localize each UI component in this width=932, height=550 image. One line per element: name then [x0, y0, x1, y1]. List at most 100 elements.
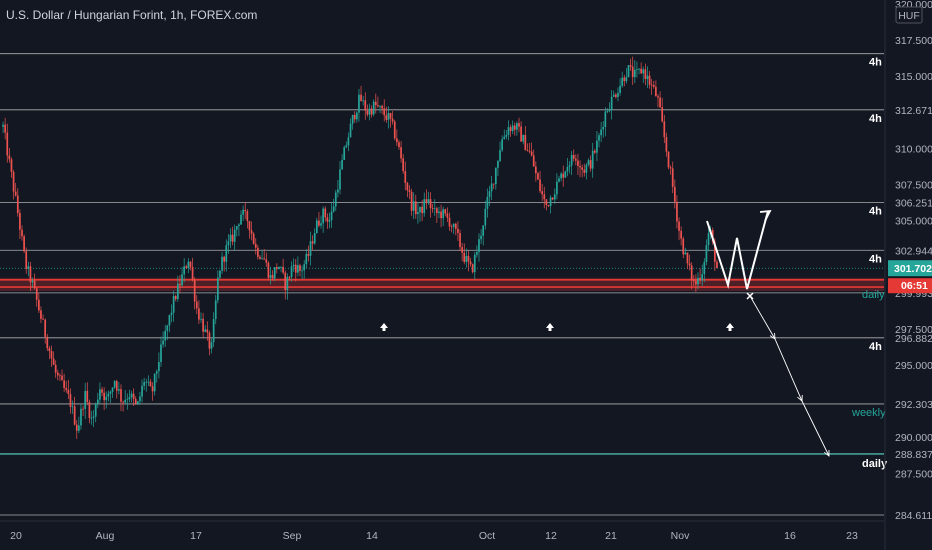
- up-arrow-marker[interactable]: [546, 323, 554, 331]
- candle-body: [705, 245, 708, 262]
- candle-body: [454, 223, 457, 229]
- candle-body: [290, 266, 293, 278]
- candle-body: [19, 212, 21, 230]
- cross-marker: [746, 292, 754, 300]
- candle-body: [427, 199, 430, 203]
- candle-body: [480, 235, 482, 240]
- candle-body: [690, 265, 693, 281]
- candle-body: [570, 155, 573, 166]
- w-pattern-drawing[interactable]: [706, 210, 769, 290]
- candle-body: [250, 230, 253, 234]
- candle-body: [242, 209, 244, 215]
- candle-body: [128, 397, 131, 400]
- candle-body: [467, 256, 470, 262]
- candle-body: [492, 183, 495, 185]
- candle-body: [402, 158, 405, 172]
- candle-body: [379, 106, 381, 107]
- candle-body: [678, 221, 680, 231]
- candle-body: [353, 114, 356, 120]
- candle-body: [139, 396, 141, 402]
- candle-body: [648, 75, 651, 85]
- candle-body: [534, 166, 537, 174]
- candle-body: [528, 150, 531, 152]
- candle-body: [252, 233, 255, 244]
- candle-body: [214, 300, 217, 320]
- level-timeframe-label: 4h: [869, 113, 882, 125]
- price-axis[interactable]: 320.000 317.500 315.000 312.671 310.000 307.5…: [884, 0, 932, 550]
- level-timeframe-label: 4h: [869, 57, 882, 69]
- candle-body: [530, 151, 533, 156]
- candle-body: [669, 167, 672, 169]
- candle-body: [516, 123, 518, 130]
- candle-body: [410, 191, 413, 211]
- candle-body: [179, 283, 181, 286]
- candle-body: [164, 330, 167, 341]
- time-tick-label: Aug: [96, 530, 115, 542]
- candle-body: [596, 140, 598, 153]
- candle-body: [615, 94, 617, 97]
- candle-body: [160, 344, 162, 363]
- candle-body: [621, 77, 624, 86]
- up-arrow-marker[interactable]: [380, 323, 388, 331]
- candle-body: [330, 211, 333, 221]
- currency-badge[interactable]: [895, 6, 923, 24]
- candle-body: [490, 183, 493, 192]
- candle-body: [486, 196, 489, 209]
- candle-body: [419, 206, 421, 213]
- candle-body: [271, 275, 274, 279]
- drawings-layer[interactable]: [380, 209, 830, 457]
- up-arrow-marker[interactable]: [726, 323, 734, 331]
- candle-body: [482, 225, 485, 236]
- candle-body: [433, 208, 436, 210]
- candle-body: [332, 206, 335, 212]
- candle-body: [25, 251, 28, 269]
- candle-body: [8, 155, 11, 160]
- candle-body: [303, 264, 306, 271]
- candle-body: [183, 266, 186, 275]
- candle-body: [461, 247, 463, 253]
- candle-body: [172, 295, 175, 313]
- candle-body: [406, 182, 409, 191]
- price-tick-label: 315.000: [895, 71, 932, 83]
- candle-body: [372, 101, 375, 115]
- candle-body: [640, 68, 642, 74]
- candle-body: [575, 158, 577, 161]
- bearish-projection-path[interactable]: [749, 295, 830, 457]
- candle-body: [259, 256, 261, 259]
- candle-body: [44, 319, 47, 337]
- candle-body: [343, 147, 346, 160]
- candle-body: [254, 243, 257, 248]
- candle-body: [149, 381, 152, 387]
- candle-body: [667, 151, 670, 168]
- time-tick-label: 21: [605, 530, 617, 542]
- price-tick-label: 287.500: [895, 468, 932, 480]
- candle-body: [503, 136, 506, 140]
- candle-body: [551, 197, 554, 200]
- candle-body: [63, 380, 65, 388]
- time-tick-label: Oct: [479, 530, 495, 542]
- candle-body: [547, 205, 550, 207]
- candle-body: [553, 194, 556, 200]
- candle-body: [713, 241, 716, 262]
- candle-body: [349, 123, 352, 138]
- candle-body: [716, 261, 718, 269]
- candle-body: [673, 186, 676, 202]
- candle-body: [341, 159, 343, 170]
- candle-body: [414, 201, 417, 215]
- candle-body: [320, 223, 322, 226]
- candle-body: [518, 123, 520, 127]
- time-tick-label: 17: [190, 530, 202, 542]
- time-axis[interactable]: 20 Aug 17 Sep 14 Oct 12 21 Nov 16 23: [0, 520, 884, 542]
- candle-body: [602, 126, 605, 130]
- candle-body: [229, 234, 232, 242]
- candle-body: [65, 387, 68, 390]
- projection-arrowhead: [797, 394, 803, 402]
- candle-body: [438, 211, 440, 214]
- candle-body: [78, 425, 80, 431]
- candle-body: [27, 266, 30, 269]
- candle-body: [40, 310, 42, 319]
- candle-body: [126, 399, 129, 401]
- candle-body: [591, 150, 594, 169]
- candle-body: [282, 266, 284, 273]
